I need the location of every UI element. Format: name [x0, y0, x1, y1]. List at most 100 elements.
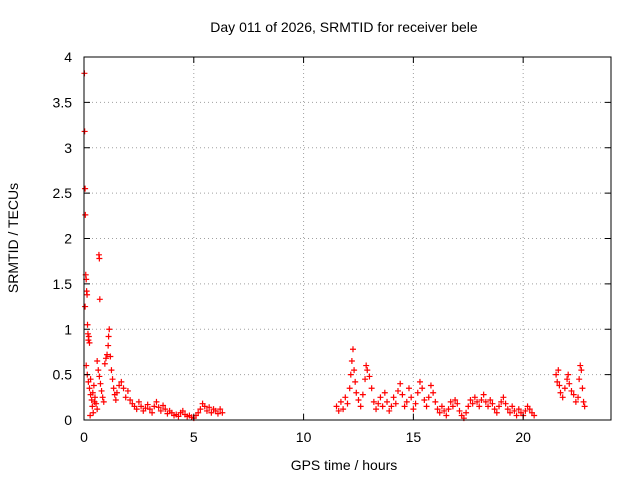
data-point: [564, 376, 571, 383]
data-point: [480, 391, 487, 398]
data-point: [370, 398, 377, 405]
data-point: [403, 398, 410, 405]
data-point: [160, 402, 167, 409]
data-point: [344, 400, 351, 407]
data-point: [157, 407, 164, 414]
data-point: [384, 398, 391, 405]
data-point: [368, 385, 375, 392]
data-point: [504, 406, 511, 413]
data-point: [105, 333, 112, 340]
y-tick-label: 3.5: [53, 94, 73, 110]
data-point: [99, 394, 106, 401]
data-point: [491, 406, 498, 413]
plot-frame: [83, 56, 612, 421]
data-point: [474, 398, 481, 405]
data-point: [377, 394, 384, 401]
data-point: [101, 360, 108, 367]
data-point: [526, 406, 533, 413]
data-point: [467, 397, 474, 404]
data-point: [381, 389, 388, 396]
data-point: [395, 387, 402, 394]
x-tick-label: 5: [190, 429, 198, 445]
data-point: [109, 376, 116, 383]
data-point: [353, 389, 360, 396]
data-point: [487, 397, 494, 404]
data-points: [81, 70, 588, 422]
data-point: [87, 376, 94, 383]
grid-lines: [84, 57, 611, 420]
data-point: [522, 407, 529, 414]
data-point: [151, 403, 158, 410]
data-point: [133, 406, 140, 413]
data-point: [577, 362, 584, 369]
y-axis-label: SRMTID / TECUs: [5, 183, 21, 293]
data-point: [554, 378, 561, 385]
data-point: [390, 394, 397, 401]
data-point: [162, 406, 169, 413]
data-point: [97, 380, 104, 387]
data-point: [463, 409, 470, 416]
data-point: [502, 400, 509, 407]
data-point: [478, 397, 485, 404]
data-point: [333, 403, 340, 410]
data-point: [100, 398, 107, 405]
data-point: [476, 403, 483, 410]
data-point: [217, 406, 224, 413]
data-point: [96, 255, 103, 262]
data-point: [392, 400, 399, 407]
x-tick-label: 15: [406, 429, 422, 445]
data-point: [84, 321, 91, 328]
data-point: [113, 389, 120, 396]
data-point: [84, 291, 91, 298]
data-point: [561, 385, 568, 392]
data-point: [578, 367, 585, 374]
data-point: [456, 407, 463, 414]
data-point: [375, 400, 382, 407]
data-point: [482, 398, 489, 405]
data-point: [359, 391, 366, 398]
data-point: [335, 407, 342, 414]
data-point: [443, 412, 450, 419]
data-point: [84, 330, 91, 337]
y-tick-label: 1.5: [53, 276, 73, 292]
data-point: [144, 401, 151, 408]
data-point: [102, 355, 109, 362]
data-point: [82, 303, 89, 310]
data-point: [87, 412, 94, 419]
x-tick-label: 20: [515, 429, 531, 445]
data-point: [108, 367, 115, 374]
data-point: [425, 394, 432, 401]
data-point: [124, 387, 131, 394]
data-point: [575, 394, 582, 401]
data-point: [436, 409, 443, 416]
x-tick-label: 10: [296, 429, 312, 445]
data-point: [414, 389, 421, 396]
data-point: [566, 380, 573, 387]
data-point: [347, 371, 354, 378]
x-axis-label: GPS time / hours: [291, 457, 398, 473]
data-point: [219, 409, 226, 416]
data-point: [441, 407, 448, 414]
data-point: [556, 382, 563, 389]
data-point: [203, 407, 210, 414]
data-point: [362, 376, 369, 383]
data-point: [90, 409, 97, 416]
data-point: [112, 397, 119, 404]
data-point: [493, 409, 500, 416]
data-point: [471, 394, 478, 401]
data-point: [434, 406, 441, 413]
x-tick-label: 0: [80, 429, 88, 445]
data-point: [96, 296, 103, 303]
data-point: [95, 367, 102, 374]
data-point: [421, 397, 428, 404]
data-point: [201, 403, 208, 410]
data-point: [107, 353, 114, 360]
data-point: [489, 400, 496, 407]
data-point: [557, 389, 564, 396]
data-point: [352, 378, 359, 385]
data-point: [496, 403, 503, 410]
data-point: [515, 406, 522, 413]
data-point: [153, 398, 160, 405]
data-point: [559, 394, 566, 401]
